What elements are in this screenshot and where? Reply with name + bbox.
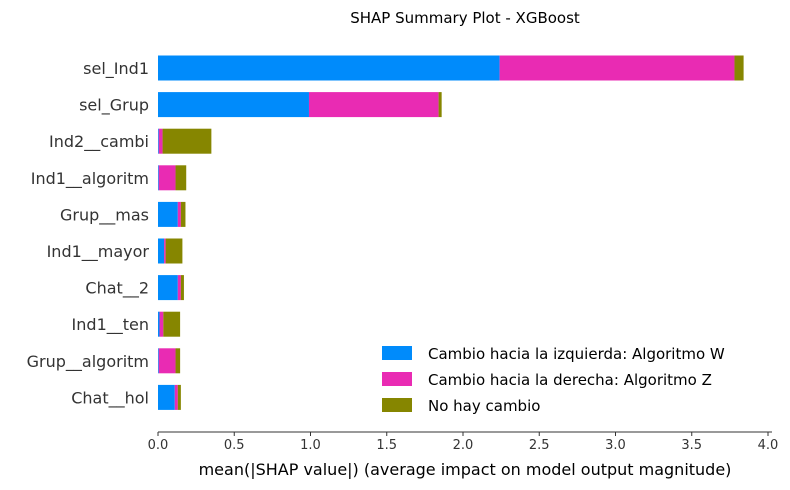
legend-label: No hay cambio bbox=[428, 397, 540, 415]
bar-Ind1__ten-series-2 bbox=[163, 311, 181, 337]
legend-label: Cambio hacia la derecha: Algoritmo Z bbox=[428, 371, 712, 389]
category-label: Grup__mas bbox=[60, 205, 149, 225]
x-tick-label: 2.5 bbox=[529, 438, 550, 453]
bar-Chat__2-series-0 bbox=[158, 275, 178, 301]
bar-Ind1__ten-series-1 bbox=[159, 311, 164, 337]
bar-Ind2__cambi-series-1 bbox=[158, 128, 163, 154]
category-label: Chat__hol bbox=[71, 388, 149, 408]
x-tick-label: 4.0 bbox=[758, 438, 779, 453]
bar-Ind1__ten-series-0 bbox=[158, 311, 160, 337]
x-ticks: 0.0 0.5 1.0 1.5 2.0 2.5 3.0 3.5 4.0 bbox=[148, 432, 779, 453]
category-label: Ind2__cambi bbox=[49, 132, 149, 152]
bar-sel_Ind1-series-0 bbox=[158, 55, 500, 81]
category-label: Chat__2 bbox=[85, 279, 149, 299]
category-label: Grup__algoritm bbox=[27, 352, 149, 372]
legend-swatch bbox=[382, 346, 412, 360]
bar-sel_Ind1-series-2 bbox=[734, 55, 744, 81]
bar-Ind2__cambi-series-2 bbox=[162, 128, 212, 154]
chart-title: SHAP Summary Plot - XGBoost bbox=[350, 9, 580, 27]
bar-Chat__2-series-2 bbox=[180, 275, 184, 301]
bar-sel_Ind1-series-1 bbox=[499, 55, 735, 81]
bar-Grup__mas-series-2 bbox=[180, 201, 186, 227]
legend: Cambio hacia la izquierda: Algoritmo W Ca… bbox=[382, 345, 725, 415]
bar-Chat__hol-series-0 bbox=[158, 384, 175, 410]
category-label: Ind1__mayor bbox=[47, 242, 150, 262]
bar-Ind1__mayor-series-2 bbox=[165, 238, 183, 264]
bar-Grup__algoritm-series-1 bbox=[158, 348, 176, 374]
bar-Ind1__algoritm-series-1 bbox=[158, 165, 176, 191]
legend-label: Cambio hacia la izquierda: Algoritmo W bbox=[428, 345, 725, 363]
bar-Ind1__mayor-series-0 bbox=[158, 238, 165, 264]
x-tick-label: 2.0 bbox=[453, 438, 474, 453]
bar-sel_Grup-series-0 bbox=[158, 92, 309, 118]
x-tick-label: 1.5 bbox=[376, 438, 397, 453]
category-label: sel_Ind1 bbox=[83, 59, 149, 79]
bar-Ind2__cambi-series-0 bbox=[158, 128, 159, 154]
bar-Chat__hol-series-1 bbox=[174, 384, 178, 410]
x-tick-label: 1.0 bbox=[300, 438, 321, 453]
bar-Grup__mas-series-0 bbox=[158, 201, 178, 227]
x-axis-label: mean(|SHAP value|) (average impact on mo… bbox=[199, 460, 732, 479]
category-label: sel_Grup bbox=[79, 96, 149, 116]
category-labels: sel_Ind1 sel_Grup Ind2__cambi Ind1__algorit… bbox=[27, 59, 150, 408]
bar-Ind1__algoritm-series-0 bbox=[158, 165, 159, 191]
bar-Chat__2-series-1 bbox=[177, 275, 181, 301]
bar-sel_Grup-series-1 bbox=[308, 92, 439, 118]
bar-Ind1__mayor-series-1 bbox=[164, 238, 166, 264]
x-tick-label: 0.0 bbox=[148, 438, 169, 453]
bar-Ind1__algoritm-series-2 bbox=[175, 165, 187, 191]
x-tick-label: 3.5 bbox=[681, 438, 702, 453]
bar-Chat__hol-series-2 bbox=[177, 384, 181, 410]
bar-Grup__mas-series-1 bbox=[177, 201, 181, 227]
bar-Grup__algoritm-series-2 bbox=[175, 348, 181, 374]
bar-Grup__algoritm-series-0 bbox=[158, 348, 159, 374]
x-tick-label: 3.0 bbox=[605, 438, 626, 453]
legend-swatch bbox=[382, 372, 412, 386]
bar-group bbox=[158, 55, 744, 410]
bar-sel_Grup-series-2 bbox=[438, 92, 442, 118]
category-label: Ind1__algoritm bbox=[31, 169, 149, 189]
category-label: Ind1__ten bbox=[72, 315, 149, 335]
x-tick-label: 0.5 bbox=[224, 438, 245, 453]
legend-swatch bbox=[382, 398, 412, 412]
